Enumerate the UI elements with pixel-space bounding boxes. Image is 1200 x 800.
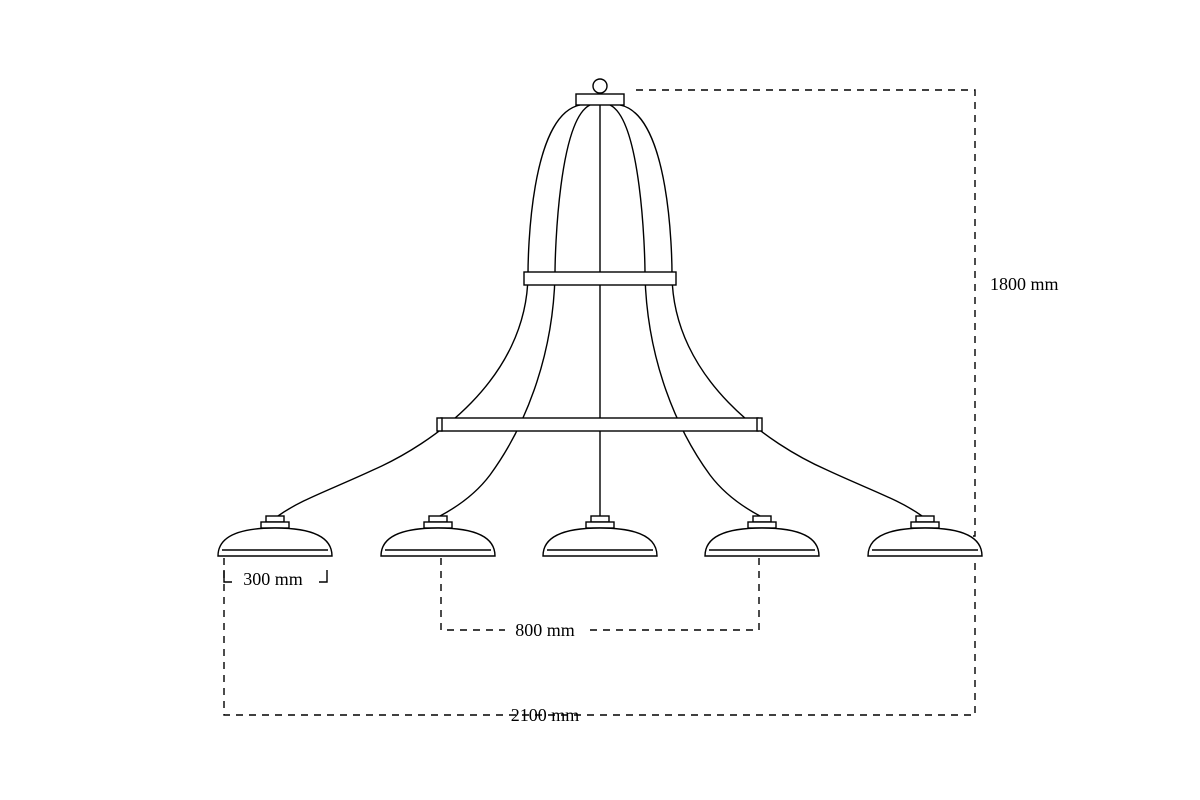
ceiling-plate <box>576 94 624 105</box>
dim-height-label: 1800 mm <box>990 274 1059 294</box>
dim-total-width-label: 2100 mm <box>511 705 580 725</box>
lamp-shade-1 <box>218 516 332 556</box>
lower-bar <box>441 418 758 431</box>
dim-shade-width-label: 300 mm <box>243 569 303 589</box>
fixture <box>218 79 982 556</box>
arm-outer-left <box>278 105 580 516</box>
ceiling-ring <box>593 79 607 93</box>
lamp-shade-2 <box>381 516 495 556</box>
arm-inner-right <box>610 105 760 516</box>
technical-drawing: 1800 mm 2100 mm 800 mm 300 mm <box>0 0 1200 800</box>
arm-outer-right <box>620 105 922 516</box>
lamp-shade-5 <box>868 516 982 556</box>
lamp-shade-3 <box>543 516 657 556</box>
lamp-shade-4 <box>705 516 819 556</box>
dim-inner-width-label: 800 mm <box>515 620 575 640</box>
arm-inner-left <box>440 105 590 516</box>
upper-bar <box>524 272 676 285</box>
